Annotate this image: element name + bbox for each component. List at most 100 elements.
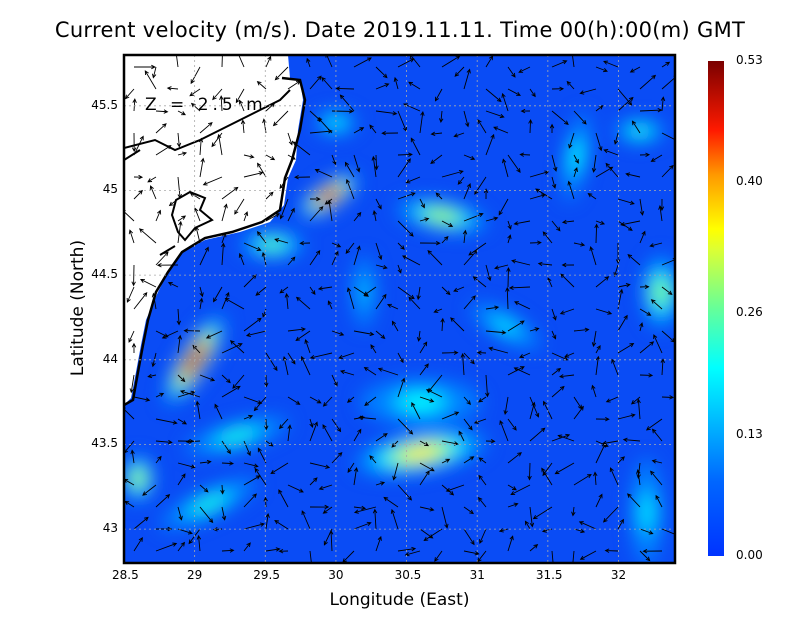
velocity-arrow bbox=[488, 346, 509, 354]
velocity-arrow bbox=[463, 183, 471, 200]
velocity-arrow bbox=[474, 176, 487, 195]
velocity-arrow bbox=[229, 340, 245, 354]
velocity-arrow bbox=[199, 297, 204, 310]
velocity-arrow bbox=[149, 185, 157, 200]
velocity-arrow bbox=[653, 334, 663, 354]
velocity-arrow bbox=[639, 74, 657, 90]
velocity-arrow bbox=[192, 344, 201, 354]
colorbar-tick-label: 0.00 bbox=[736, 548, 763, 562]
velocity-arrow bbox=[551, 385, 565, 398]
velocity-arrow bbox=[499, 419, 509, 442]
velocity-hotspot bbox=[569, 143, 583, 171]
velocity-arrow bbox=[661, 164, 674, 178]
velocity-arrow bbox=[243, 462, 259, 468]
velocity-arrow bbox=[235, 88, 245, 104]
velocity-arrow bbox=[529, 401, 536, 420]
velocity-arrow bbox=[128, 229, 135, 244]
velocity-arrow bbox=[278, 418, 289, 430]
velocity-arrow bbox=[450, 317, 465, 332]
velocity-arrow bbox=[177, 528, 193, 535]
velocity-arrow bbox=[363, 286, 377, 296]
velocity-arrow bbox=[636, 469, 641, 486]
velocity-arrow bbox=[177, 176, 182, 199]
velocity-arrow bbox=[240, 119, 246, 134]
velocity-arrow bbox=[168, 198, 179, 207]
velocity-arrow bbox=[591, 330, 597, 348]
velocity-arrow bbox=[485, 305, 500, 310]
velocity-arrow bbox=[609, 467, 619, 486]
velocity-arrow bbox=[363, 366, 377, 376]
velocity-arrow bbox=[537, 261, 553, 267]
velocity-arrow bbox=[375, 198, 382, 210]
velocity-arrow bbox=[177, 541, 186, 552]
velocity-arrow bbox=[234, 198, 245, 215]
velocity-arrow bbox=[189, 88, 201, 97]
velocity-arrow bbox=[177, 462, 196, 469]
velocity-arrow bbox=[651, 459, 663, 464]
velocity-arrow bbox=[353, 211, 362, 222]
velocity-arrow bbox=[551, 86, 565, 92]
velocity-arrow bbox=[573, 154, 579, 164]
velocity-arrow bbox=[221, 385, 241, 398]
x-tick-label: 28.5 bbox=[112, 568, 139, 582]
y-tick-label: 44.5 bbox=[91, 267, 118, 282]
velocity-arrow bbox=[524, 520, 531, 530]
velocity-arrow bbox=[199, 374, 216, 382]
velocity-arrow bbox=[441, 458, 451, 464]
depth-annotation: Z = 2.5 m bbox=[145, 95, 267, 115]
velocity-arrow bbox=[179, 389, 201, 398]
velocity-arrow bbox=[658, 205, 663, 222]
velocity-arrow bbox=[463, 506, 475, 515]
velocity-arrow bbox=[617, 314, 628, 332]
velocity-arrow bbox=[661, 528, 675, 535]
velocity-arrow bbox=[345, 178, 355, 200]
velocity-arrow bbox=[505, 286, 510, 310]
velocity-hotspot bbox=[653, 280, 669, 304]
velocity-arrow bbox=[397, 377, 406, 398]
velocity-arrow bbox=[155, 123, 167, 134]
velocity-arrow bbox=[477, 119, 487, 134]
velocity-arrow bbox=[617, 518, 624, 530]
velocity-arrow bbox=[529, 240, 542, 245]
velocity-arrow bbox=[425, 389, 443, 398]
velocity-arrow bbox=[439, 110, 444, 124]
velocity-arrow bbox=[551, 220, 561, 232]
velocity-arrow bbox=[161, 330, 179, 339]
y-axis-label: Latitude (North) bbox=[68, 239, 88, 377]
velocity-arrow bbox=[595, 308, 613, 315]
velocity-arrow bbox=[322, 424, 333, 442]
velocity-arrow bbox=[419, 363, 429, 376]
velocity-arrow bbox=[507, 88, 521, 96]
colorbar-tick-label: 0.53 bbox=[736, 53, 763, 67]
velocity-arrow bbox=[441, 235, 449, 244]
velocity-arrow bbox=[463, 212, 484, 222]
velocity-arrow bbox=[375, 481, 386, 486]
velocity-arrow bbox=[155, 109, 169, 114]
velocity-arrow bbox=[375, 330, 386, 339]
velocity-arrow bbox=[462, 229, 468, 244]
velocity-arrow bbox=[649, 242, 663, 248]
velocity-arrow bbox=[507, 66, 516, 78]
velocity-arrow bbox=[416, 330, 422, 342]
velocity-arrow bbox=[156, 262, 179, 268]
colorbar-tick-label: 0.40 bbox=[736, 174, 763, 189]
velocity-arrow bbox=[375, 293, 387, 310]
velocity-arrow bbox=[603, 148, 619, 156]
velocity-arrow bbox=[300, 355, 311, 376]
velocity-arrow bbox=[611, 358, 619, 376]
velocity-arrow bbox=[309, 396, 322, 404]
velocity-arrow bbox=[128, 330, 135, 343]
velocity-arrow bbox=[243, 414, 254, 420]
velocity-arrow bbox=[430, 154, 443, 164]
velocity-hotspot bbox=[401, 445, 441, 461]
velocity-arrow bbox=[605, 162, 619, 178]
velocity-arrow bbox=[377, 367, 399, 376]
velocity-arrow bbox=[265, 512, 270, 530]
velocity-arrow bbox=[391, 440, 399, 448]
velocity-arrow bbox=[622, 437, 641, 443]
velocity-arrow bbox=[529, 396, 540, 418]
velocity-arrow bbox=[176, 308, 182, 326]
velocity-arrow bbox=[221, 461, 234, 466]
velocity-arrow bbox=[177, 110, 187, 116]
